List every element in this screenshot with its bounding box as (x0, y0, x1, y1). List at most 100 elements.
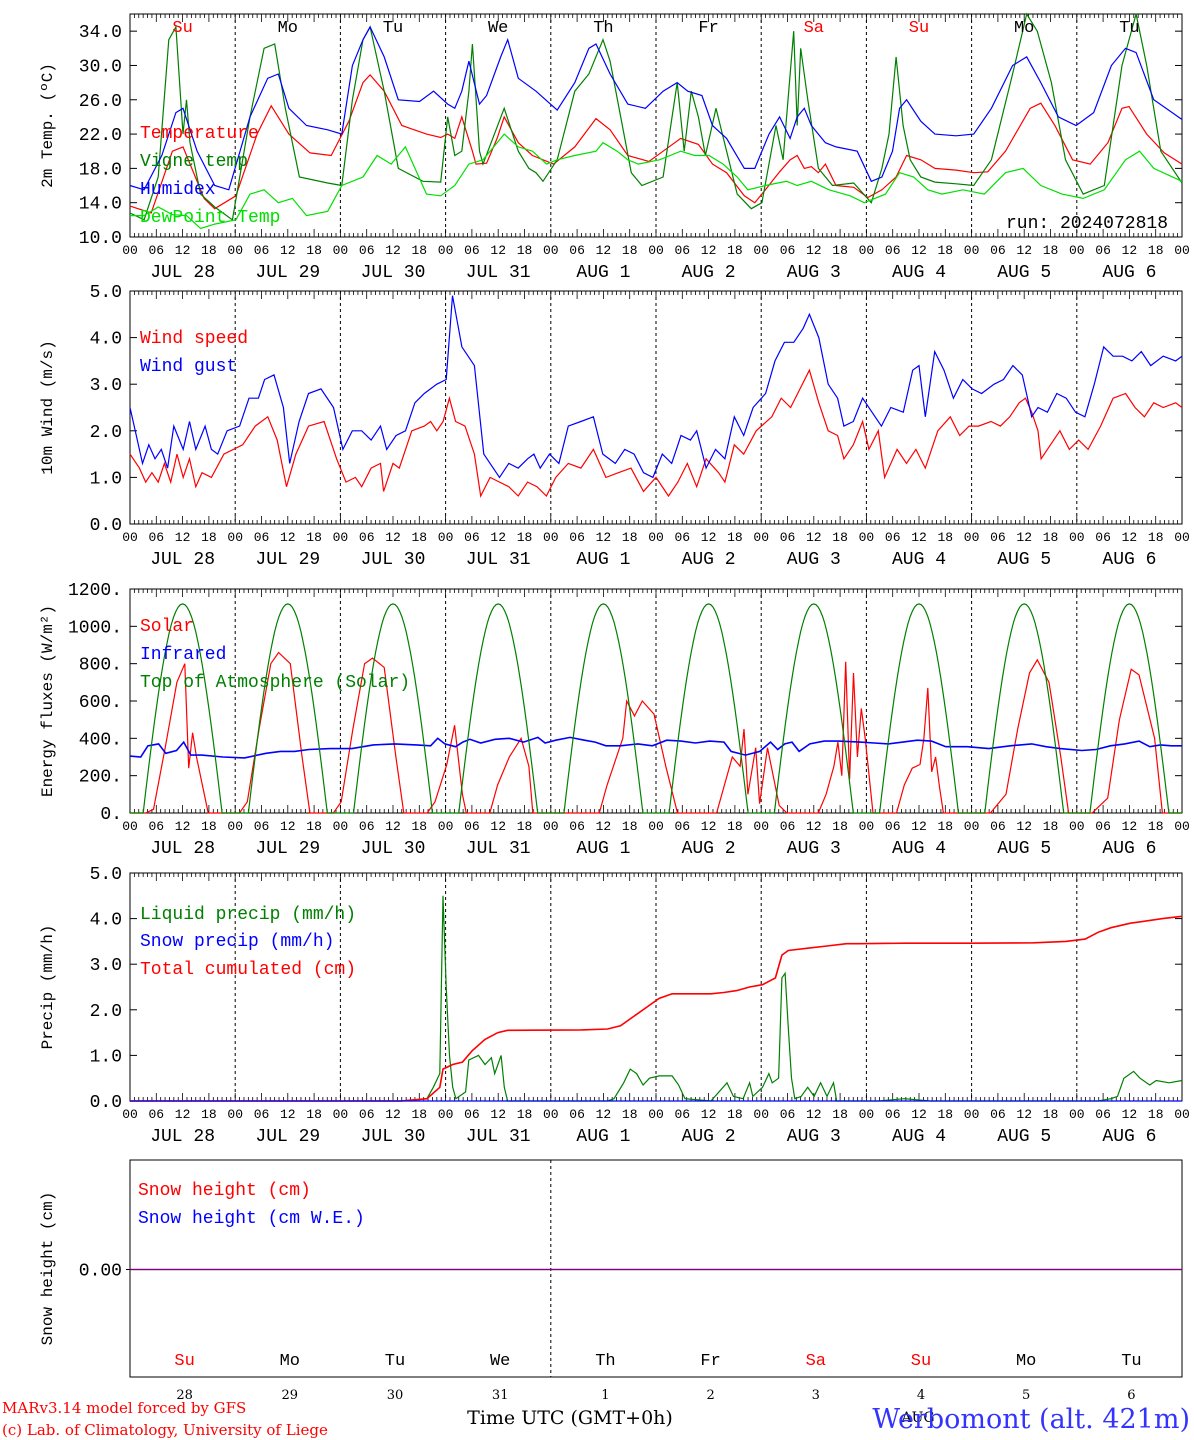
x-tick-label: 12 (806, 243, 822, 258)
x-tick-label: 12 (596, 1107, 612, 1122)
day-of-week-label: Su (172, 19, 192, 38)
day-number-label: 3 (812, 1388, 820, 1403)
date-label: AUG 2 (682, 1127, 736, 1147)
x-tick-label: 18 (832, 819, 848, 834)
x-tick-label: 12 (385, 243, 401, 258)
y-tick-label: 0. (100, 805, 122, 825)
date-label: AUG 5 (997, 1127, 1051, 1147)
x-tick-label: 00 (438, 243, 454, 258)
date-label: JUL 29 (255, 550, 320, 570)
x-tick-label: 18 (937, 1107, 953, 1122)
x-tick-label: 06 (359, 530, 375, 545)
x-tick-label: 00 (753, 243, 769, 258)
x-tick-label: 18 (622, 819, 638, 834)
x-tick-label: 18 (306, 530, 322, 545)
x-axis: 00 06 12 18 JUL 28 00 06 12 18 JUL 29 00 06 12 18 JUL … (122, 291, 1190, 570)
y-tick-label: 18.0 (79, 160, 122, 180)
x-tick-label: 00 (1069, 530, 1085, 545)
x-tick-label: 12 (1016, 1107, 1032, 1122)
y-axis-title: 10m Wind (m/s) (39, 340, 57, 474)
day-of-week-label: Sa (806, 1352, 826, 1371)
day-of-week-label: Tu (385, 1352, 405, 1371)
x-tick-label: 12 (175, 530, 191, 545)
x-tick-label: 12 (806, 819, 822, 834)
x-tick-label: 12 (806, 530, 822, 545)
date-label: AUG 5 (997, 839, 1051, 859)
x-tick-label: 00 (964, 243, 980, 258)
legend-entry: Solar (140, 617, 194, 637)
y-tick-label: 1200. (68, 581, 122, 601)
legend-entry: Infrared (140, 645, 226, 665)
day-of-week-label: Th (595, 1352, 615, 1371)
day-number-label: 31 (492, 1388, 509, 1403)
day-of-week-label: We (488, 19, 508, 38)
series-line-dewpoint-temp (130, 133, 1183, 230)
x-axis: 00 06 12 18 JUL 28 00 06 12 18 JUL 29 00 06 12 18 JUL … (122, 589, 1190, 859)
y-tick-label: 0.0 (90, 1093, 122, 1113)
x-tick-label: 06 (569, 243, 585, 258)
x-tick-label: 18 (1043, 1107, 1059, 1122)
legend-entry: Snow height (cm) (138, 1181, 311, 1201)
day-of-week-label: Mo (280, 1352, 300, 1371)
date-label: AUG 3 (787, 550, 841, 570)
x-tick-label: 12 (1122, 819, 1138, 834)
date-label: JUL 30 (361, 839, 426, 859)
x-tick-label: 12 (490, 243, 506, 258)
x-tick-label: 06 (254, 530, 270, 545)
day-number-label: 5 (1022, 1388, 1030, 1403)
x-tick-label: 06 (569, 1107, 585, 1122)
x-tick-label: 06 (780, 243, 796, 258)
x-tick-label: 12 (280, 819, 296, 834)
y-tick-label: 30.0 (79, 57, 122, 77)
x-tick-label: 06 (359, 1107, 375, 1122)
legend-entry: DewPoint Temp (140, 208, 280, 228)
x-tick-label: 06 (569, 819, 585, 834)
x-tick-label: 00 (1069, 1107, 1085, 1122)
x-tick-label: 18 (622, 1107, 638, 1122)
x-tick-label: 12 (701, 1107, 717, 1122)
y-tick-label: 26.0 (79, 92, 122, 112)
y-axis-snow: 0.00 (79, 1262, 130, 1282)
x-tick-label: 18 (517, 819, 533, 834)
date-label: JUL 31 (466, 550, 531, 570)
series-line-wind-gust (129, 295, 1183, 479)
date-label: JUL 29 (255, 263, 320, 283)
day-of-week-label: Tu (1119, 19, 1139, 38)
y-tick-label: 0.00 (79, 1262, 122, 1282)
date-label: AUG 6 (1102, 263, 1156, 283)
day-of-week-label: Sa (804, 19, 824, 38)
station-label: Werbomont (alt. 421m) (872, 1404, 1190, 1435)
x-tick-label: 18 (1148, 243, 1164, 258)
x-tick-label: 00 (333, 1107, 349, 1122)
y-axis-title: 2m Temp. (ºC) (39, 63, 57, 188)
date-label: AUG 5 (997, 550, 1051, 570)
y-axis-precip: 0.0 1.0 2.0 3.0 4.0 5.0 (90, 865, 1182, 1113)
legend-entry: Snow height (cm W.E.) (138, 1209, 365, 1229)
date-label: AUG 1 (576, 839, 630, 859)
y-tick-label: 1.0 (90, 469, 122, 489)
x-tick-label: 00 (1174, 819, 1190, 834)
x-tick-label: 00 (543, 1107, 559, 1122)
x-tick-label: 18 (727, 819, 743, 834)
day-of-week-label: Tu (1121, 1352, 1141, 1371)
x-tick-label: 18 (622, 530, 638, 545)
x-tick-label: 12 (490, 530, 506, 545)
panel-2: 0.0 1.0 2.0 3.0 4.0 5.0 10m Wind (m/s) 00 06 12 18… (39, 283, 1190, 570)
x-tick-label: 06 (464, 819, 480, 834)
legend-entry: Snow precip (mm/h) (140, 932, 334, 952)
day-numbers: 28 29 30 31 1 2 3 4 5 6 (176, 1388, 1135, 1403)
x-tick-label: 18 (201, 1107, 217, 1122)
x-tick-label: 18 (937, 243, 953, 258)
y-tick-label: 0.0 (90, 516, 122, 536)
x-tick-label: 00 (1174, 530, 1190, 545)
x-tick-label: 12 (385, 1107, 401, 1122)
x-tick-label: 18 (411, 243, 427, 258)
x-tick-label: 00 (333, 243, 349, 258)
x-tick-label: 06 (148, 1107, 164, 1122)
x-tick-label: 00 (1174, 1107, 1190, 1122)
x-axis-title: Time UTC (GMT+0h) (467, 1407, 673, 1429)
x-tick-label: 18 (517, 530, 533, 545)
x-tick-label: 06 (254, 819, 270, 834)
x-tick-label: 00 (648, 243, 664, 258)
